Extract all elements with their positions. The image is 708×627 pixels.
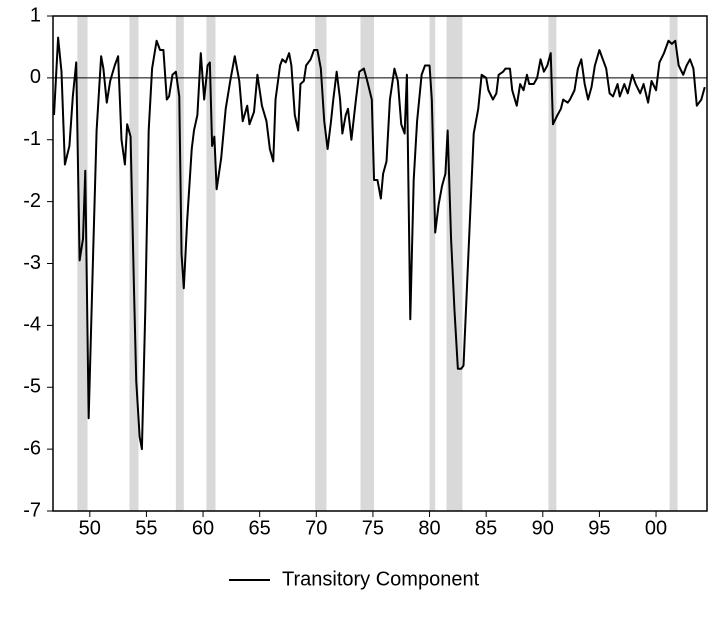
plot-frame	[52, 15, 708, 512]
y-tick-label: -2	[23, 190, 41, 212]
y-tick-label: 1	[30, 4, 41, 26]
recession-band	[315, 16, 327, 511]
recession-band	[669, 16, 678, 511]
y-tick-label: -5	[23, 376, 41, 398]
y-tick-label: -6	[23, 437, 41, 459]
recession-band	[446, 16, 463, 511]
x-tick-label: 75	[362, 517, 384, 539]
recession-band	[175, 16, 184, 511]
y-tick-label: -1	[23, 128, 41, 150]
x-tick-label: 90	[532, 517, 554, 539]
x-tick-label: 60	[192, 517, 214, 539]
x-tick-label: 55	[135, 517, 157, 539]
recession-band	[206, 16, 216, 511]
x-tick-label: 00	[645, 517, 667, 539]
y-tick-label: -4	[23, 314, 41, 336]
y-tick-label: 0	[30, 66, 41, 88]
y-tick-label: -7	[23, 499, 41, 521]
x-tick-label: 95	[588, 517, 610, 539]
recession-band	[548, 16, 557, 511]
x-tick-label: 85	[475, 517, 497, 539]
recession-band	[429, 16, 436, 511]
recession-band	[77, 16, 88, 511]
recession-band	[360, 16, 375, 511]
series-line	[53, 36, 706, 451]
x-tick-label: 80	[418, 517, 440, 539]
x-tick-label: 70	[305, 517, 327, 539]
y-tick-label: -3	[23, 252, 41, 274]
x-tick-label: 65	[249, 517, 271, 539]
x-tick-label: 50	[79, 517, 101, 539]
legend-label: Transitory Component	[282, 568, 480, 590]
